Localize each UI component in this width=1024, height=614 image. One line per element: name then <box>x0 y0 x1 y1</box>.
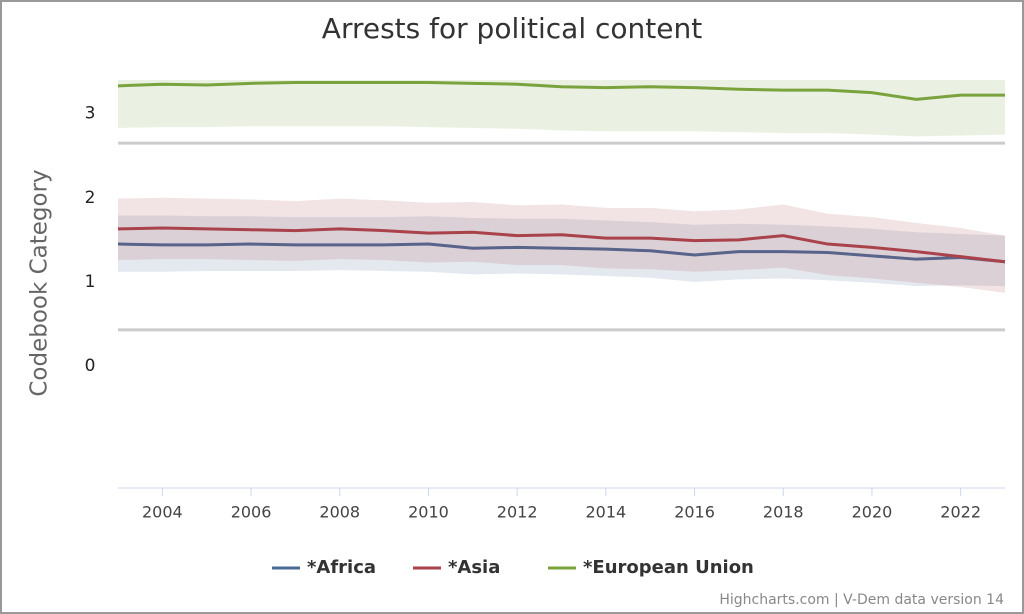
x-tick-label: 2014 <box>585 503 626 522</box>
x-tick-label: 2012 <box>497 503 538 522</box>
x-tick-label: 2008 <box>319 503 360 522</box>
y-tick-label: 1 <box>85 272 96 292</box>
x-tick-label: 2016 <box>674 503 715 522</box>
y-axis-title: Codebook Category <box>27 169 53 396</box>
y-tick-label: 2 <box>85 188 96 208</box>
line <box>117 242 1006 264</box>
legend-label: *Asia <box>448 557 500 578</box>
x-tick-label: 2020 <box>852 503 893 522</box>
credits: Highcharts.com | V-Dem data version 14 <box>719 592 1004 608</box>
x-tick-label: 2018 <box>763 503 804 522</box>
legend-label: *Africa <box>307 557 376 578</box>
x-tick-label: 2004 <box>142 503 183 522</box>
legend-label: *European Union <box>583 557 754 578</box>
chart-title: Arrests for political content <box>322 12 702 45</box>
x-tick-label: 2006 <box>231 503 272 522</box>
y-tick-label: 0 <box>85 356 96 376</box>
range-band <box>118 197 1005 293</box>
y-tick-label: 3 <box>85 104 96 124</box>
line <box>117 81 1005 101</box>
line <box>117 226 1006 264</box>
x-tick-label: 2010 <box>408 503 449 522</box>
x-tick-label: 2022 <box>940 503 981 522</box>
range-band <box>118 215 1005 287</box>
range-band <box>118 80 1005 137</box>
